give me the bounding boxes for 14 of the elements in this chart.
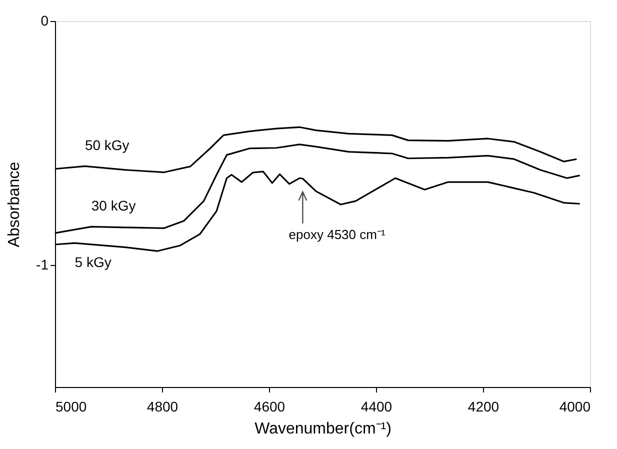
x-tick-label: 5000 <box>56 398 87 414</box>
x-tick-label: 4000 <box>559 398 591 414</box>
y-tick-label: -1 <box>36 256 49 272</box>
series-label: 5 kGy <box>74 254 112 270</box>
x-tick-label: 4800 <box>146 398 178 414</box>
series-label: 50 kGy <box>84 137 130 154</box>
x-axis-title: Wavenumber(cm⁻¹) <box>254 420 392 438</box>
x-tick-label: 4600 <box>254 398 286 414</box>
annotation: epoxy 4530 cm⁻¹ <box>288 227 386 242</box>
y-axis-title: Absorbance <box>6 162 24 248</box>
x-tick-label: 4400 <box>360 398 392 414</box>
y-tick-label: 0 <box>40 12 49 28</box>
series-label: 30 kGy <box>91 198 136 214</box>
x-tick-label: 4200 <box>468 398 500 414</box>
